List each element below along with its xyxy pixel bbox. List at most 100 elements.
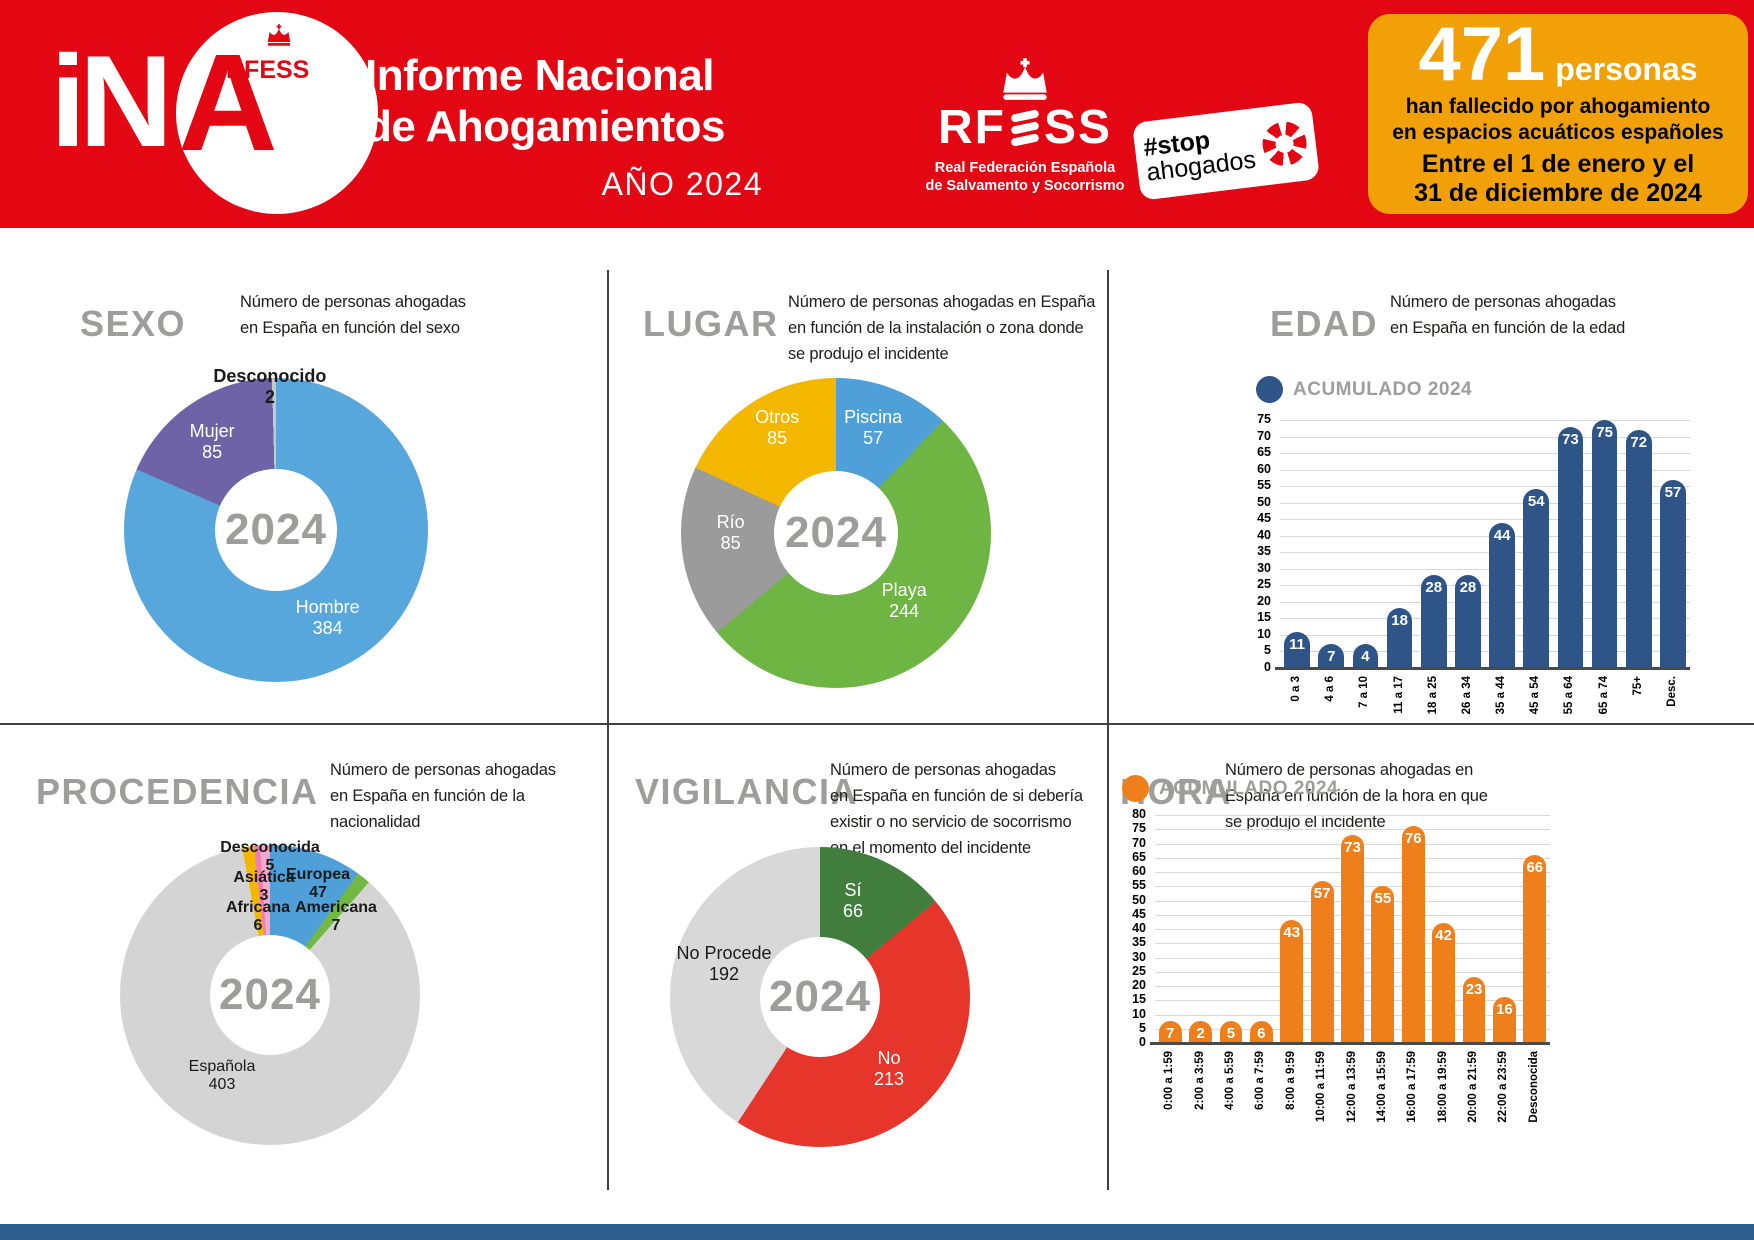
y-tick-label: 45	[1132, 906, 1146, 921]
donut-center-year: 2024	[785, 508, 887, 557]
bar-value-label: 43	[1283, 924, 1301, 942]
bar-7-a-10: 4	[1352, 643, 1379, 668]
bar-desc: 57	[1660, 479, 1686, 668]
bar-0-a-3: 11	[1284, 631, 1310, 668]
gridline	[1280, 486, 1690, 488]
ina-logo-circle: RFESS A	[176, 12, 378, 214]
bar-value-label: 11	[1289, 635, 1305, 653]
donut-center-year: 2024	[225, 505, 327, 554]
y-tick-label: 5	[1139, 1020, 1146, 1035]
donut-label-otros: Otros 85	[755, 407, 799, 449]
bar-75: 72	[1625, 429, 1652, 668]
donut-label-value: 192	[708, 964, 740, 984]
hora-bar-chart: 0 5 10 15 20 25 30 35 40 45 50 55 60 65 70 75 80 7 0:00 a …	[1132, 807, 1550, 1123]
bar-value-label: 66	[1526, 858, 1544, 876]
y-tick-label: 65	[1132, 849, 1146, 864]
legend-dot	[1122, 775, 1149, 802]
panel-desc-vigilancia: Número de personas ahogadas en España en…	[830, 760, 1083, 857]
bar-4-a-6: 7	[1318, 643, 1345, 668]
bar-16-00-a-17-59: 76	[1401, 826, 1425, 1043]
y-tick-label: 65	[1257, 445, 1271, 460]
y-tick-label: 20	[1132, 978, 1146, 992]
donut-label-name: Americana	[295, 899, 377, 916]
donut-label-europea: Europea 47	[286, 866, 350, 902]
donut-label-africana: Africana 6	[226, 899, 290, 935]
y-tick-label: 70	[1132, 835, 1146, 850]
donut-hole: 2024	[215, 469, 337, 591]
x-tick-label: 0:00 a 1:59	[1163, 1051, 1176, 1110]
donut-label-value: 85	[767, 427, 788, 448]
donut-label-playa: Playa 244	[882, 580, 927, 622]
donut-label-name: Desconocido	[213, 366, 327, 387]
stat-headline: 471 personas	[1368, 16, 1748, 94]
x-tick-label: 75+	[1631, 676, 1644, 696]
y-tick-label: 35	[1257, 544, 1271, 559]
bar-value-label: 7	[1327, 647, 1336, 665]
x-tick-label: 8:00 a 9:59	[1284, 1051, 1297, 1110]
sexo-donut-chart: 2024 Hombre 384 Mujer 85 Desconocido 2	[124, 366, 428, 682]
bar-2-00-a-3-59: 2	[1189, 1021, 1212, 1043]
bar-18-a-25: 28	[1420, 575, 1447, 668]
x-tick-label: 35 a 44	[1495, 676, 1508, 715]
bar-value-label: 55	[1374, 890, 1392, 908]
bar-value-label: 57	[1313, 884, 1331, 902]
donut-hole: 2024	[210, 935, 330, 1055]
bar-value-label: 75	[1596, 424, 1613, 441]
y-tick-label: 15	[1257, 610, 1271, 625]
bar-value-label: 57	[1664, 483, 1682, 501]
hora-legend: ACUMULADO 2024	[1122, 775, 1338, 802]
donut-label-desconocida: Desconocida 5	[220, 839, 320, 875]
panel-title-sexo: SEXO	[80, 302, 187, 344]
donut-center-year: 2024	[219, 970, 321, 1019]
bar-value-label: 4	[1361, 647, 1370, 665]
donut-label-name: Europea	[285, 866, 351, 883]
header-band: iN RFESS A Informe Nacional de Ahogamien…	[0, 0, 1754, 228]
y-tick-label: 40	[1257, 527, 1271, 542]
bar-20-00-a-21-59: 23	[1462, 977, 1486, 1043]
life-ring-icon	[1261, 119, 1309, 168]
rfess-acronym: RF SS	[900, 104, 1150, 152]
bar-10-00-a-11-59: 57	[1310, 880, 1334, 1043]
gridline	[1280, 453, 1690, 455]
y-tick-label: 45	[1257, 511, 1271, 526]
donut-label-name: Río	[716, 512, 745, 532]
bar-value-label: 6	[1257, 1025, 1266, 1043]
lugar-donut-chart: 2024 Piscina 57 Playa 244 Río 85 Otros 85	[681, 378, 991, 688]
donut-label-name: Española	[188, 1058, 256, 1075]
bar-6-00-a-7-59: 6	[1249, 1021, 1273, 1043]
report-title-line1: Informe Nacional	[365, 51, 714, 100]
y-tick-label: 60	[1132, 864, 1146, 878]
donut-label-name: Africana	[225, 899, 291, 916]
y-tick-label: 50	[1132, 892, 1146, 907]
panel-title-lugar: LUGAR	[643, 302, 779, 344]
donut-label-no-procede: No Procede 192	[676, 943, 771, 985]
x-axis-line	[1150, 1041, 1550, 1045]
rfess-acronym-part1: RF	[937, 101, 1006, 154]
gridline	[1155, 815, 1550, 816]
x-tick-label: 4:00 a 5:59	[1223, 1051, 1236, 1110]
bar-value-label: 76	[1404, 830, 1422, 848]
gridline	[1280, 585, 1690, 587]
panel-title-edad: EDAD	[1270, 302, 1379, 344]
stat-period-line2: 31 de diciembre de 2024	[1414, 179, 1702, 207]
x-tick-label: 14:00 a 15:59	[1375, 1051, 1388, 1123]
crown-icon	[267, 24, 291, 46]
donut-label-value: 384	[312, 618, 343, 639]
donut-label-name: No Procede	[676, 943, 772, 963]
x-tick-label: 6:00 a 7:59	[1254, 1051, 1267, 1110]
donut-label-value: 3	[259, 887, 269, 904]
stat-period-line1: Entre el 1 de enero y el	[1421, 150, 1695, 178]
bar-value-label: 7	[1166, 1025, 1175, 1043]
y-tick-label: 10	[1257, 626, 1271, 641]
ina-logo-text: iN	[50, 28, 173, 174]
y-tick-label: 60	[1257, 461, 1271, 476]
donut-label-desconocido: Desconocido 2	[213, 366, 326, 408]
donut-label-value: 85	[202, 441, 223, 462]
bar-value-label: 72	[1630, 433, 1648, 451]
donut-label-value: 244	[889, 601, 920, 622]
footer-bar	[0, 1224, 1754, 1240]
bar-65-a-74: 75	[1591, 420, 1618, 668]
gridline	[1280, 535, 1690, 537]
gridline	[1280, 634, 1690, 636]
